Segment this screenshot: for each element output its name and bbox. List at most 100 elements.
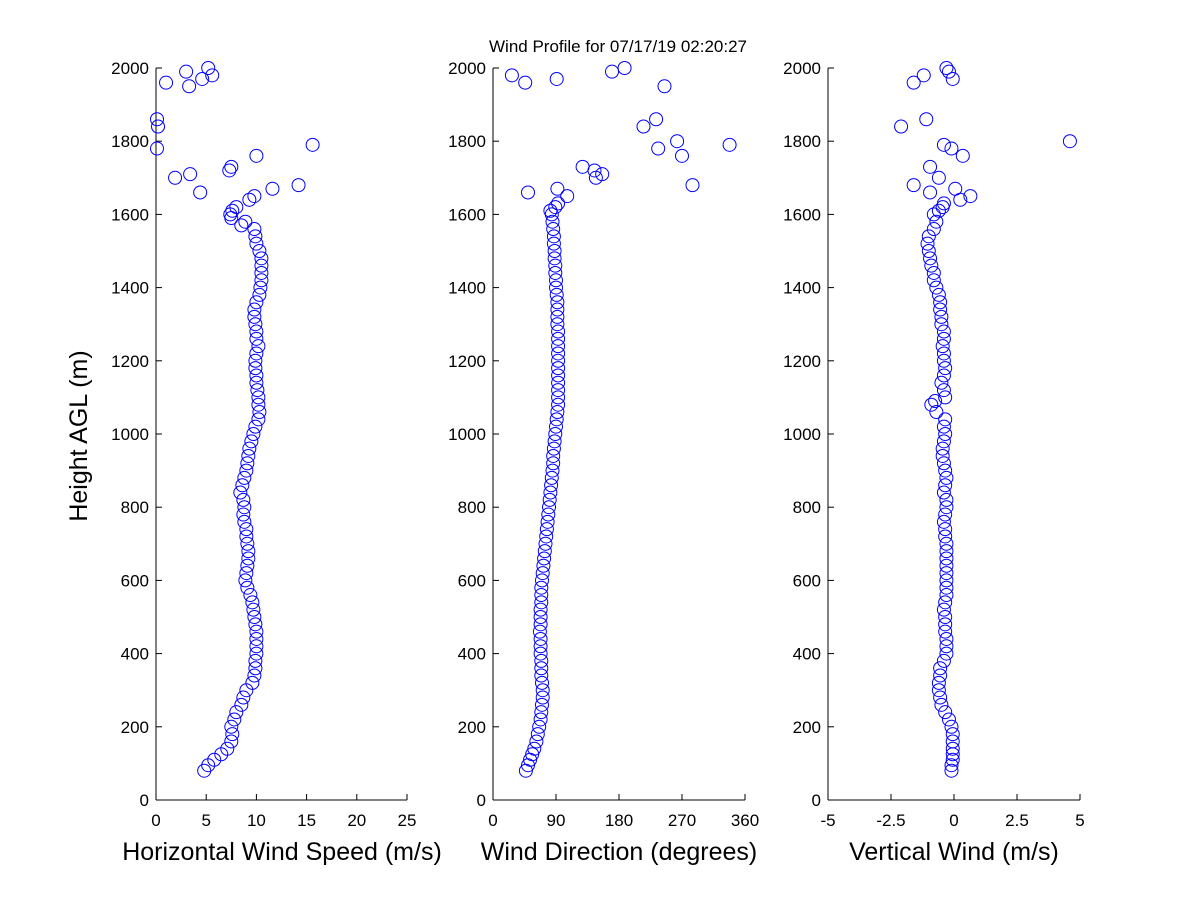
direction-data-point [534, 588, 549, 603]
speed-data-point [240, 580, 255, 595]
vertical-x-tick-label: 5 [1075, 811, 1084, 830]
speed-data-point [240, 558, 255, 573]
speed-data-point [252, 405, 267, 420]
direction-x-axis-label: Wind Direction (degrees) [481, 838, 758, 866]
speed-data-point [241, 551, 256, 566]
speed-data-point [238, 214, 253, 229]
vertical-data-point [939, 500, 954, 515]
vertical-data-point [938, 390, 953, 405]
direction-data-point [534, 595, 549, 610]
vertical-data-point [934, 375, 949, 390]
vertical-data-point [936, 456, 951, 471]
speed-data-point [234, 218, 249, 233]
vertical-data-point [936, 653, 951, 668]
speed-data-point [249, 375, 264, 390]
speed-x-axis-label: Horizontal Wind Speed (m/s) [122, 838, 442, 866]
direction-data-point [670, 134, 685, 149]
speed-points [150, 61, 320, 778]
speed-data-point [236, 690, 251, 705]
speed-data-point [249, 295, 264, 310]
direction-data-point [549, 71, 564, 86]
direction-x-tick-label: 0 [488, 811, 497, 830]
vertical-data-point [935, 339, 950, 354]
vertical-data-point [928, 394, 943, 409]
vertical-y-tick-label: 400 [793, 645, 821, 664]
direction-data-point [540, 514, 555, 529]
direction-data-point [525, 747, 540, 762]
direction-x-tick-label: 90 [547, 811, 566, 830]
vertical-data-point [939, 544, 954, 559]
vertical-data-point [934, 317, 949, 332]
direction-data-point [548, 427, 563, 441]
vertical-data-point [948, 181, 963, 196]
speed-data-point [249, 148, 264, 163]
vertical-data-point [926, 273, 941, 288]
speed-data-point [248, 617, 263, 632]
speed-data-point [244, 434, 259, 449]
direction-data-point [534, 661, 549, 676]
speed-data-point [183, 167, 198, 182]
vertical-data-point [939, 551, 954, 566]
direction-data-point [535, 573, 549, 588]
vertical-data-point [939, 580, 954, 595]
direction-data-point [539, 529, 554, 544]
direction-data-point [547, 251, 562, 266]
direction-data-point [548, 265, 563, 280]
speed-data-point [201, 61, 216, 75]
speed-data-point [249, 346, 264, 361]
direction-data-point [560, 189, 575, 204]
vertical-data-point [936, 331, 951, 346]
direction-data-point [547, 244, 562, 258]
vertical-y-tick-label: 600 [793, 571, 821, 590]
direction-y-tick-label: 0 [477, 791, 486, 810]
speed-data-point [249, 368, 264, 383]
direction-data-point [551, 346, 566, 361]
direction-data-point [535, 697, 549, 712]
direction-data-point [605, 64, 619, 79]
direction-x-tick-label: 180 [605, 811, 633, 830]
speed-data-point [252, 287, 267, 302]
speed-data-point [251, 339, 266, 354]
vertical-data-point [926, 222, 941, 237]
vertical-data-point [938, 522, 953, 537]
speed-data-point [247, 309, 262, 324]
direction-data-point [551, 331, 566, 346]
direction-x-tick-label: 270 [668, 811, 696, 830]
direction-data-point [539, 522, 554, 537]
speed-data-point [248, 229, 263, 244]
speed-data-point [253, 280, 268, 295]
direction-data-point [542, 492, 557, 507]
vertical-data-point [945, 741, 960, 756]
direction-axes: 0 90 180 270 360 0 200 400 600 800 1000 1200 1400 160… [448, 59, 759, 830]
direction-data-point [551, 361, 566, 376]
speed-y-tick-label: 0 [140, 791, 149, 810]
speed-data-point [229, 200, 244, 215]
direction-data-point [534, 668, 549, 683]
direction-y-tick-label: 600 [458, 571, 486, 590]
direction-data-point [545, 214, 560, 229]
vertical-data-point [934, 309, 949, 324]
speed-data-point [220, 741, 235, 756]
speed-data-point [248, 653, 263, 668]
vertical-x-tick-label: 2.5 [1005, 811, 1029, 830]
vertical-data-point [936, 383, 951, 398]
direction-y-tick-label: 1600 [448, 205, 486, 224]
speed-data-point [249, 236, 264, 251]
speed-data-point [246, 602, 261, 617]
vertical-y-tick-label: 800 [793, 498, 821, 517]
vertical-data-point [933, 302, 948, 317]
vertical-data-point [939, 470, 954, 485]
vertical-data-point [936, 324, 951, 339]
speed-y-tick-label: 1400 [111, 279, 149, 298]
speed-x-tick-label: 0 [151, 811, 160, 830]
vertical-data-point [936, 485, 951, 500]
speed-data-point [236, 507, 251, 522]
vertical-data-point [939, 492, 954, 507]
speed-data-point [254, 258, 269, 273]
speed-data-point [233, 485, 248, 500]
speed-data-point [168, 170, 183, 185]
vertical-data-point [920, 236, 935, 251]
speed-x-tick-label: 5 [201, 811, 210, 830]
direction-data-point [548, 258, 563, 273]
figure-title: Wind Profile for 07/17/19 02:20:27 [489, 37, 747, 56]
